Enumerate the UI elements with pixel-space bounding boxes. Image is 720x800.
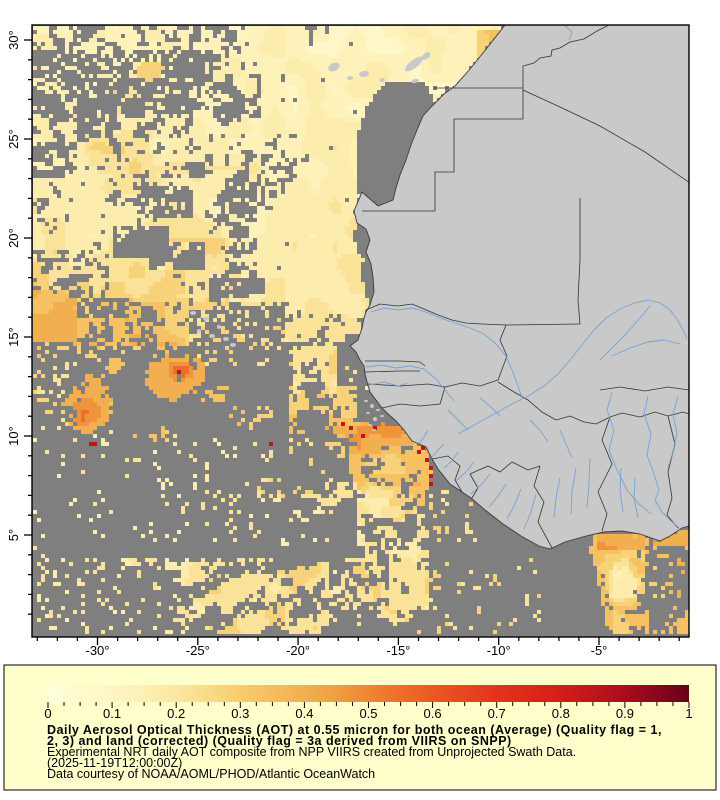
svg-text:-10°: -10° xyxy=(487,643,511,658)
svg-text:-30°: -30° xyxy=(86,643,110,658)
svg-text:0.7: 0.7 xyxy=(488,706,506,721)
svg-text:30°: 30° xyxy=(6,30,21,50)
svg-text:0.3: 0.3 xyxy=(231,706,249,721)
svg-text:Data courtesy of NOAA/AOML/PHO: Data courtesy of NOAA/AOML/PHOD/Atlantic… xyxy=(47,767,375,781)
svg-text:0.9: 0.9 xyxy=(616,706,634,721)
svg-text:0: 0 xyxy=(44,706,51,721)
svg-text:0.4: 0.4 xyxy=(295,706,313,721)
svg-text:0.2: 0.2 xyxy=(167,706,185,721)
svg-text:Experimental NRT daily AOT com: Experimental NRT daily AOT composite fro… xyxy=(47,745,576,759)
svg-text:0.6: 0.6 xyxy=(424,706,442,721)
svg-text:25°: 25° xyxy=(6,129,21,149)
svg-text:0.8: 0.8 xyxy=(552,706,570,721)
svg-text:-15°: -15° xyxy=(386,643,410,658)
svg-text:-25°: -25° xyxy=(186,643,210,658)
svg-text:1: 1 xyxy=(685,706,692,721)
svg-text:20°: 20° xyxy=(6,228,21,248)
svg-text:(2025-11-19T12:00:00Z): (2025-11-19T12:00:00Z) xyxy=(47,756,182,770)
svg-text:5°: 5° xyxy=(6,529,21,541)
svg-text:10°: 10° xyxy=(6,426,21,446)
svg-text:-5°: -5° xyxy=(591,643,608,658)
svg-text:Daily Aerosol Optical Thicknes: Daily Aerosol Optical Thickness (AOT) at… xyxy=(47,723,662,737)
svg-text:0.1: 0.1 xyxy=(103,706,121,721)
svg-text:2, 3) and land (corrected) (Qu: 2, 3) and land (corrected) (Quality flag… xyxy=(47,734,512,748)
svg-text:15°: 15° xyxy=(6,327,21,347)
svg-text:-20°: -20° xyxy=(286,643,310,658)
svg-text:0.5: 0.5 xyxy=(359,706,377,721)
